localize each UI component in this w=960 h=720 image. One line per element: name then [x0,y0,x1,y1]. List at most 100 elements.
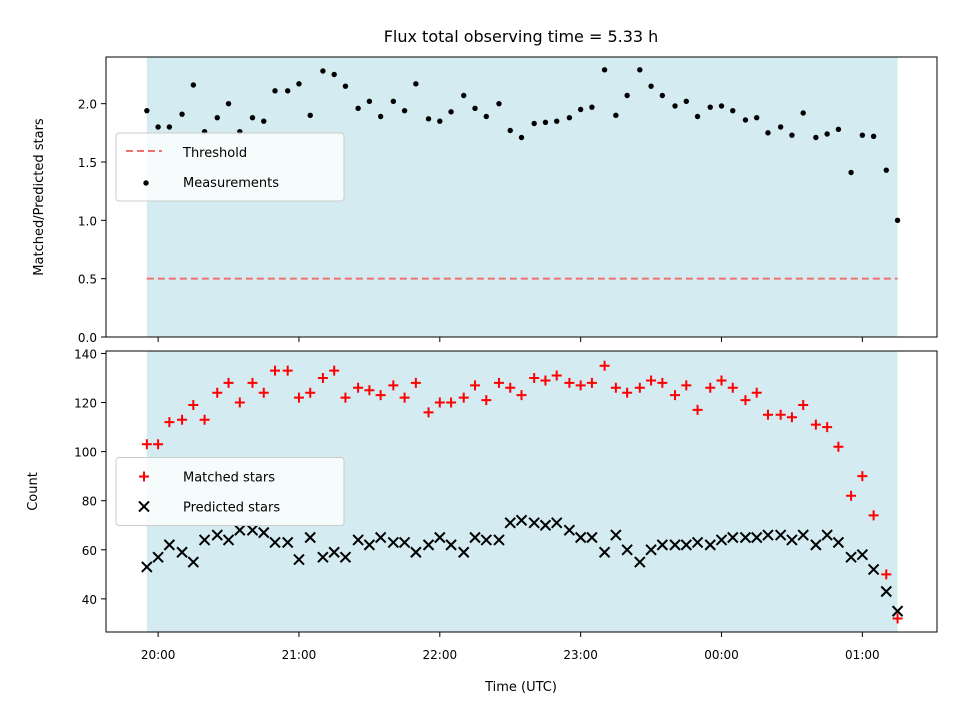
x-tick-label: 21:00 [282,648,317,662]
data-point [461,92,467,99]
data-point [481,395,492,406]
data-point [269,536,281,549]
data-point [751,387,762,398]
data-point [388,380,399,391]
data-point [786,412,797,423]
data-point [797,529,809,541]
data-point [222,534,235,546]
data-point [401,107,408,114]
data-point [800,110,806,116]
data-point [824,131,830,137]
data-point [272,88,278,94]
data-point [786,534,798,546]
data-point [352,534,364,546]
data-point [187,556,200,568]
data-point [670,390,681,401]
data-point [657,377,668,388]
data-point [258,526,270,539]
data-point [880,585,893,598]
data-point [284,88,291,94]
data-point [810,419,821,430]
data-point [518,134,525,141]
data-point [624,92,630,99]
data-point [848,169,854,176]
data-point [320,68,326,74]
data-point [422,539,435,551]
data-point [413,81,419,87]
data-point [340,392,351,403]
data-point [542,119,549,126]
data-point [680,539,692,551]
data-point [153,439,164,450]
data-point [179,111,185,117]
data-point [681,380,692,391]
legend-label: Predicted stars [183,501,280,516]
data-point [718,103,725,109]
data-point [434,531,446,544]
y-axis-label: Count [26,472,41,511]
data-point [564,377,575,388]
series-predicted-stars [141,514,904,617]
data-point [554,118,560,124]
data-point [775,409,786,420]
data-point [727,531,739,544]
data-point [366,98,373,105]
data-point [856,548,869,561]
data-point [176,546,188,558]
data-point [694,113,701,120]
data-point [246,524,259,536]
data-point [496,100,502,107]
data-point [868,510,879,521]
data-point [144,107,150,114]
y-tick-label: 0.5 [78,273,97,287]
legend-label: Threshold [182,146,247,161]
x-tick-label: 23:00 [563,648,598,662]
data-point [892,613,903,624]
data-point [188,399,199,410]
data-point [765,130,771,136]
data-point [528,517,540,529]
data-point [739,531,752,544]
data-point [293,392,304,403]
y-tick-label: 120 [74,397,97,411]
data-point [821,529,833,541]
data-point [377,113,384,120]
data-point [859,132,866,138]
data-point [410,546,422,558]
data-point [305,387,316,398]
data-point [493,534,505,546]
data-point [716,375,727,386]
data-point [857,471,868,482]
data-point [691,536,704,549]
data-point [270,365,281,376]
y-tick-label: 1.5 [78,156,97,170]
y-axis-label: Matched/Predicted stars [32,118,47,276]
data-point [223,377,234,388]
data-point [258,387,269,398]
data-point [577,106,584,113]
data-point [870,133,877,140]
data-point [742,117,749,123]
data-point [374,531,387,544]
data-point [328,546,340,558]
data-point [249,114,256,121]
data-point [599,360,610,371]
data-point [789,132,795,138]
data-point [613,112,619,119]
y-tick-label: 100 [74,446,97,460]
y-tick-label: 1.0 [78,214,97,228]
legend-box [115,132,345,202]
data-point [199,414,210,425]
data-point [891,605,904,617]
data-point [656,539,669,551]
data-point [434,397,445,408]
data-point [610,382,621,393]
data-point [846,490,857,501]
data-point [539,519,552,531]
data-point [715,534,728,546]
plot-frame [105,350,938,633]
data-point [707,104,713,110]
data-point [296,81,302,87]
data-point [586,377,597,388]
data-point [423,407,434,418]
